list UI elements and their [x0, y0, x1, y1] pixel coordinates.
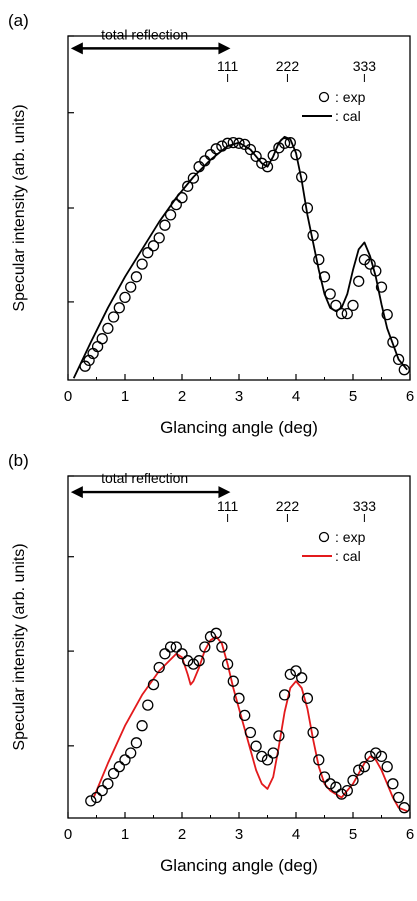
cal-series-line-b — [94, 637, 408, 812]
reflection-label-333: 333 — [353, 498, 377, 514]
exp-data-point-a — [160, 220, 170, 230]
exp-data-point-b — [382, 762, 392, 772]
exp-data-point-b — [274, 731, 284, 741]
exp-data-point-a — [103, 323, 113, 333]
exp-data-point-b — [297, 673, 307, 683]
exp-data-point-b — [143, 700, 153, 710]
arrowhead-left-b — [71, 486, 83, 498]
exp-data-point-a — [109, 312, 119, 322]
exp-data-point-a — [126, 282, 136, 292]
cal-series-line-a — [74, 137, 408, 378]
x-tick-label-a: 5 — [349, 388, 357, 405]
exp-data-point-b — [97, 786, 107, 796]
reflection-label-333: 333 — [353, 58, 377, 74]
exp-data-point-b — [377, 751, 387, 761]
plot-frame-a — [68, 36, 410, 380]
legend-exp-marker-b — [320, 533, 329, 542]
exp-data-point-a — [137, 259, 147, 269]
x-tick-label-a: 3 — [235, 388, 243, 405]
exp-data-point-b — [268, 748, 278, 758]
exp-data-point-b — [388, 779, 398, 789]
exp-data-point-a — [354, 276, 364, 286]
exp-data-point-a — [337, 309, 347, 319]
exp-data-point-b — [325, 779, 335, 789]
legend-cal-label-b: : cal — [335, 548, 361, 564]
exp-data-point-b — [137, 721, 147, 731]
x-tick-label-a: 6 — [406, 388, 414, 405]
exp-data-point-a — [177, 193, 187, 203]
legend-exp-label-b: : exp — [335, 529, 366, 545]
exp-data-point-b — [194, 656, 204, 666]
exp-data-point-b — [92, 793, 102, 803]
exp-data-point-a — [131, 272, 141, 282]
exp-data-point-b — [285, 669, 295, 679]
exp-data-point-a — [114, 303, 124, 313]
total-reflection-label-a: total reflection — [101, 26, 188, 42]
legend-exp-label-a: : exp — [335, 89, 366, 105]
exp-data-point-b — [251, 741, 261, 751]
exp-data-point-a — [154, 233, 164, 243]
exp-data-point-b — [291, 666, 301, 676]
exp-data-point-a — [166, 210, 176, 220]
panel-label-a: (a) — [8, 11, 29, 30]
exp-data-point-b — [120, 755, 130, 765]
reflection-label-222: 222 — [276, 58, 300, 74]
exp-data-point-b — [114, 762, 124, 772]
exp-data-point-b — [188, 659, 198, 669]
exp-data-point-a — [348, 300, 358, 310]
exp-data-point-b — [103, 779, 113, 789]
x-tick-label-b: 6 — [406, 826, 414, 843]
reflection-label-111: 111 — [217, 58, 238, 74]
reflection-label-222: 222 — [276, 498, 300, 514]
exp-data-point-b — [331, 782, 341, 792]
exp-data-point-b — [394, 793, 404, 803]
x-tick-label-a: 1 — [121, 388, 129, 405]
exp-data-point-a — [325, 289, 335, 299]
exp-data-point-a — [206, 150, 216, 160]
panel-label-b: (b) — [8, 451, 29, 470]
exp-data-point-b — [171, 642, 181, 652]
plot-frame-b — [68, 476, 410, 818]
exp-data-point-a — [211, 144, 221, 154]
exp-data-point-b — [320, 772, 330, 782]
exp-data-point-b — [263, 755, 273, 765]
x-tick-label-a: 4 — [292, 388, 300, 405]
legend-exp-marker-a — [320, 93, 329, 102]
y-axis-label-a: Specular intensity (arb. units) — [11, 104, 28, 311]
exp-data-point-b — [160, 649, 170, 659]
x-tick-label-b: 2 — [178, 826, 186, 843]
total-reflection-label-b: total reflection — [101, 470, 188, 486]
x-tick-label-b: 5 — [349, 826, 357, 843]
exp-data-point-a — [120, 292, 130, 302]
exp-data-point-b — [86, 796, 96, 806]
exp-data-point-a — [97, 334, 107, 344]
x-tick-label-b: 4 — [292, 826, 300, 843]
x-axis-label-a: Glancing angle (deg) — [160, 418, 318, 437]
exp-data-point-b — [126, 748, 136, 758]
exp-data-point-b — [166, 642, 176, 652]
exp-data-point-b — [109, 769, 119, 779]
exp-data-point-b — [131, 738, 141, 748]
x-tick-label-b: 1 — [121, 826, 129, 843]
arrowhead-right-b — [218, 486, 230, 498]
exp-data-point-b — [245, 728, 255, 738]
y-axis-label-b: Specular intensity (arb. units) — [11, 543, 28, 750]
legend-cal-label-a: : cal — [335, 108, 361, 124]
exp-data-point-b — [183, 656, 193, 666]
exp-data-point-a — [314, 255, 324, 265]
x-tick-label-a: 2 — [178, 388, 186, 405]
exp-data-point-a — [171, 200, 181, 210]
exp-data-point-b — [257, 751, 267, 761]
arrowhead-right-a — [218, 42, 230, 54]
x-tick-label-b: 3 — [235, 826, 243, 843]
x-axis-label-b: Glancing angle (deg) — [160, 856, 318, 875]
exp-data-point-a — [143, 248, 153, 258]
exp-data-point-b — [371, 748, 381, 758]
arrowhead-left-a — [71, 42, 83, 54]
x-tick-label-a: 0 — [64, 388, 72, 405]
x-tick-label-b: 0 — [64, 826, 72, 843]
reflection-label-111: 111 — [217, 498, 238, 514]
